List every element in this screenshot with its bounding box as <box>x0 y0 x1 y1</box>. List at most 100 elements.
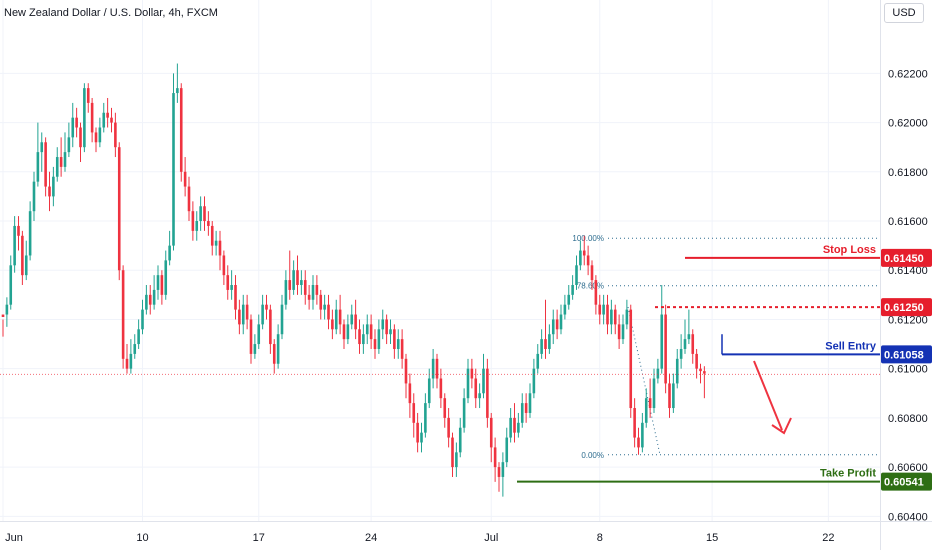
candle <box>540 329 543 359</box>
candle <box>156 265 160 300</box>
candle-body <box>416 422 419 443</box>
candle <box>517 412 520 438</box>
candle <box>396 329 400 359</box>
candle <box>71 102 75 148</box>
candle-body <box>579 250 582 266</box>
candle <box>187 176 191 222</box>
candle <box>5 297 9 327</box>
candle <box>9 255 13 310</box>
candle-body <box>83 88 86 148</box>
candle-body <box>501 462 505 477</box>
candle <box>559 304 563 335</box>
candle <box>610 299 613 335</box>
candle <box>621 314 625 345</box>
candle-body <box>582 250 586 256</box>
candle <box>478 383 481 409</box>
candle <box>520 393 524 428</box>
candle-body <box>672 383 675 409</box>
candle <box>257 314 261 349</box>
candle-body <box>303 280 307 295</box>
candle-body <box>548 334 551 349</box>
sell-entry-price-tag: 0.61058 <box>881 345 932 364</box>
candle-body <box>610 309 613 325</box>
candle <box>1 314 5 337</box>
candle <box>249 314 253 364</box>
x-tick-label: 22 <box>822 532 834 544</box>
candle <box>613 304 617 335</box>
candle-body <box>265 304 268 310</box>
candle-body <box>222 255 226 276</box>
candle-body <box>400 339 404 359</box>
candle-body <box>5 304 9 315</box>
candle <box>629 304 633 418</box>
candle-body <box>253 344 257 354</box>
stop-loss-price-tag: 0.61450 <box>881 248 932 267</box>
candle-body <box>86 88 90 103</box>
candle <box>362 324 365 354</box>
candle-body <box>280 304 284 335</box>
candle-body <box>517 422 520 433</box>
candle-body <box>621 324 625 340</box>
candle-body <box>90 102 94 133</box>
candle <box>505 427 509 468</box>
candle-body <box>276 334 280 364</box>
candle-body <box>377 329 381 349</box>
candle <box>172 73 175 251</box>
y-tick-label: 0.61800 <box>888 167 928 179</box>
resistance-tag-text: 0.61250 <box>884 302 924 314</box>
candle-body <box>346 324 350 340</box>
currency-selector[interactable]: USD <box>884 3 924 23</box>
candle <box>164 250 168 300</box>
candle-body <box>191 211 195 231</box>
candle <box>94 127 98 153</box>
candle-body <box>571 285 574 295</box>
y-tick-label: 0.60800 <box>888 413 928 425</box>
candle-body <box>199 206 202 222</box>
y-tick-label: 0.60600 <box>888 462 928 474</box>
candle <box>234 275 237 320</box>
candle-body <box>687 334 691 340</box>
candle-body <box>567 294 571 305</box>
x-tick-label: 8 <box>597 532 603 544</box>
candle-body <box>520 403 524 423</box>
candle-body <box>350 314 354 325</box>
candle-body <box>559 314 563 330</box>
candle-body <box>28 211 32 256</box>
candle-body <box>9 265 13 305</box>
arrow-shaft <box>753 360 783 431</box>
candle <box>509 408 512 443</box>
candle-body <box>358 329 361 345</box>
candle-body <box>300 280 303 285</box>
candle <box>342 319 346 349</box>
candle-body <box>385 319 388 335</box>
candle <box>458 417 462 458</box>
candle <box>331 309 334 340</box>
candle <box>129 339 133 374</box>
candle <box>703 366 706 399</box>
candle <box>214 230 218 256</box>
candle-body <box>365 324 369 335</box>
candle-body <box>586 255 590 266</box>
candle-body <box>493 447 497 468</box>
candle <box>675 348 679 389</box>
y-tick-label: 0.62200 <box>888 68 928 80</box>
candle-body <box>404 358 408 384</box>
candle <box>44 137 47 197</box>
candle-body <box>63 152 67 167</box>
candle <box>218 230 222 271</box>
candle-body <box>55 157 59 177</box>
candle <box>319 289 323 320</box>
candle-body <box>342 324 346 340</box>
candle <box>168 230 171 266</box>
candle <box>265 294 268 320</box>
candle-body <box>679 348 683 359</box>
candle-body <box>338 309 342 325</box>
candle-body <box>544 339 547 349</box>
candle <box>350 304 354 330</box>
candle-body <box>98 127 102 143</box>
candle <box>222 250 226 285</box>
candle-body <box>334 309 338 330</box>
x-tick-label: 17 <box>253 532 265 544</box>
